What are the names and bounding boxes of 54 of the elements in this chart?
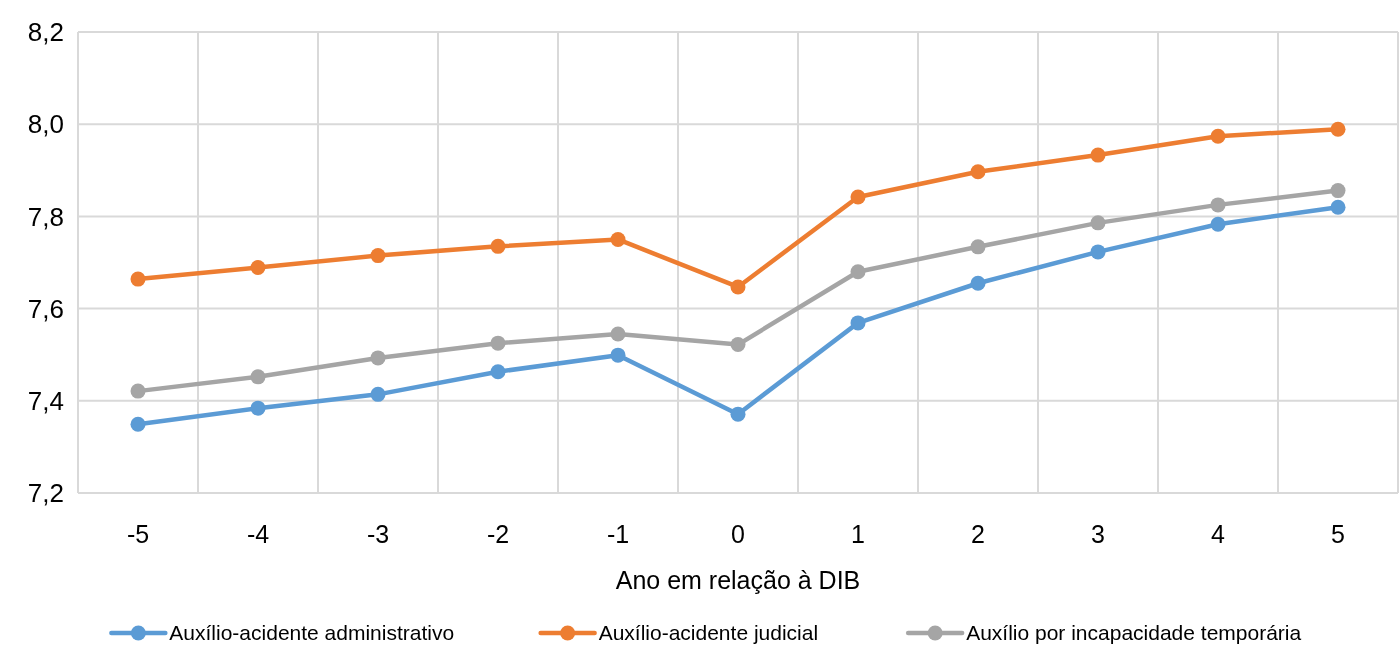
point bbox=[970, 239, 986, 255]
point bbox=[1090, 147, 1106, 163]
legend-label: Auxílio-acidente judicial bbox=[598, 621, 819, 645]
point bbox=[370, 350, 386, 366]
y-tick-label: 7,2 bbox=[27, 478, 64, 509]
y-tick-label: 7,4 bbox=[27, 385, 64, 416]
point bbox=[730, 279, 746, 295]
point bbox=[490, 238, 506, 254]
legend-label: Auxílio-acidente administrativo bbox=[169, 621, 455, 645]
x-tick-label: 5 bbox=[1331, 520, 1345, 548]
point bbox=[610, 231, 626, 247]
point bbox=[610, 347, 626, 363]
x-tick-label: 1 bbox=[851, 520, 865, 548]
point bbox=[1210, 128, 1226, 144]
point bbox=[970, 275, 986, 291]
point bbox=[130, 271, 146, 287]
point bbox=[130, 416, 146, 432]
point bbox=[1210, 216, 1226, 232]
x-tick-label: -4 bbox=[246, 520, 270, 548]
point bbox=[490, 335, 506, 351]
x-axis-title: Ano em relação à DIB bbox=[615, 566, 861, 594]
y-tick-label: 7,6 bbox=[27, 293, 64, 324]
point bbox=[730, 406, 746, 422]
point bbox=[850, 264, 866, 280]
x-tick-label: -2 bbox=[486, 520, 510, 548]
point bbox=[490, 364, 506, 380]
point bbox=[1210, 197, 1226, 213]
legend-label: Auxílio por incapacidade temporária bbox=[966, 621, 1302, 645]
point bbox=[370, 248, 386, 264]
y-tick-label: 8,2 bbox=[27, 17, 64, 48]
x-tick-label: -5 bbox=[126, 520, 150, 548]
point bbox=[850, 315, 866, 331]
point bbox=[130, 383, 146, 399]
point bbox=[1090, 244, 1106, 260]
point bbox=[970, 164, 986, 180]
x-tick-label: 2 bbox=[971, 520, 985, 548]
y-tick-label: 8,0 bbox=[27, 109, 64, 140]
point bbox=[610, 326, 626, 342]
point bbox=[250, 260, 266, 276]
x-tick-label: 3 bbox=[1091, 520, 1105, 548]
point bbox=[250, 400, 266, 416]
point bbox=[1330, 199, 1346, 215]
point bbox=[250, 369, 266, 385]
point bbox=[1090, 215, 1106, 231]
x-tick-label: 4 bbox=[1211, 520, 1226, 548]
point bbox=[1330, 121, 1346, 137]
y-tick-label: 7,8 bbox=[27, 201, 64, 232]
point bbox=[730, 337, 746, 353]
point bbox=[850, 189, 866, 205]
point bbox=[1330, 183, 1346, 199]
x-tick-label: 0 bbox=[731, 520, 745, 548]
point bbox=[370, 386, 386, 402]
x-tick-label: -3 bbox=[366, 520, 390, 548]
x-tick-label: -1 bbox=[606, 520, 630, 548]
